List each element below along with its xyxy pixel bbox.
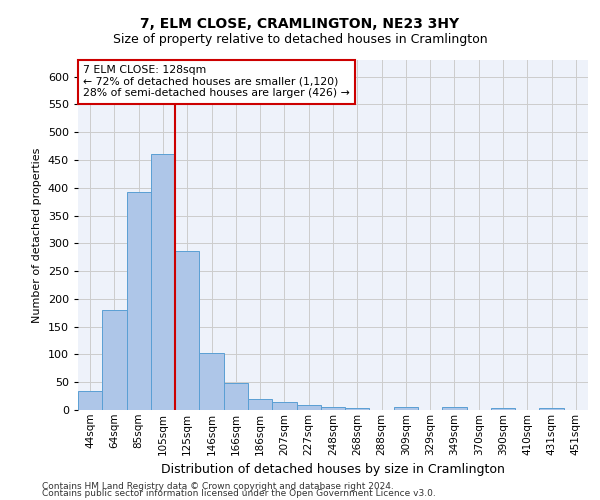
Bar <box>272 402 296 410</box>
Text: Contains HM Land Registry data © Crown copyright and database right 2024.: Contains HM Land Registry data © Crown c… <box>42 482 394 491</box>
Text: Size of property relative to detached houses in Cramlington: Size of property relative to detached ho… <box>113 32 487 46</box>
Text: Contains public sector information licensed under the Open Government Licence v3: Contains public sector information licen… <box>42 490 436 498</box>
Text: 7, ELM CLOSE, CRAMLINGTON, NE23 3HY: 7, ELM CLOSE, CRAMLINGTON, NE23 3HY <box>140 18 460 32</box>
Bar <box>199 354 224 410</box>
Bar <box>248 399 272 410</box>
Bar <box>224 383 248 410</box>
Bar <box>151 154 175 410</box>
Bar <box>175 250 199 410</box>
Bar <box>102 310 127 410</box>
Bar <box>127 192 151 410</box>
Bar <box>539 408 564 410</box>
Bar <box>321 407 345 410</box>
Bar <box>296 405 321 410</box>
Bar <box>394 407 418 410</box>
Y-axis label: Number of detached properties: Number of detached properties <box>32 148 42 322</box>
Bar <box>78 390 102 410</box>
Text: 7 ELM CLOSE: 128sqm
← 72% of detached houses are smaller (1,120)
28% of semi-det: 7 ELM CLOSE: 128sqm ← 72% of detached ho… <box>83 66 350 98</box>
X-axis label: Distribution of detached houses by size in Cramlington: Distribution of detached houses by size … <box>161 463 505 476</box>
Bar <box>442 407 467 410</box>
Bar <box>491 408 515 410</box>
Bar <box>345 408 370 410</box>
